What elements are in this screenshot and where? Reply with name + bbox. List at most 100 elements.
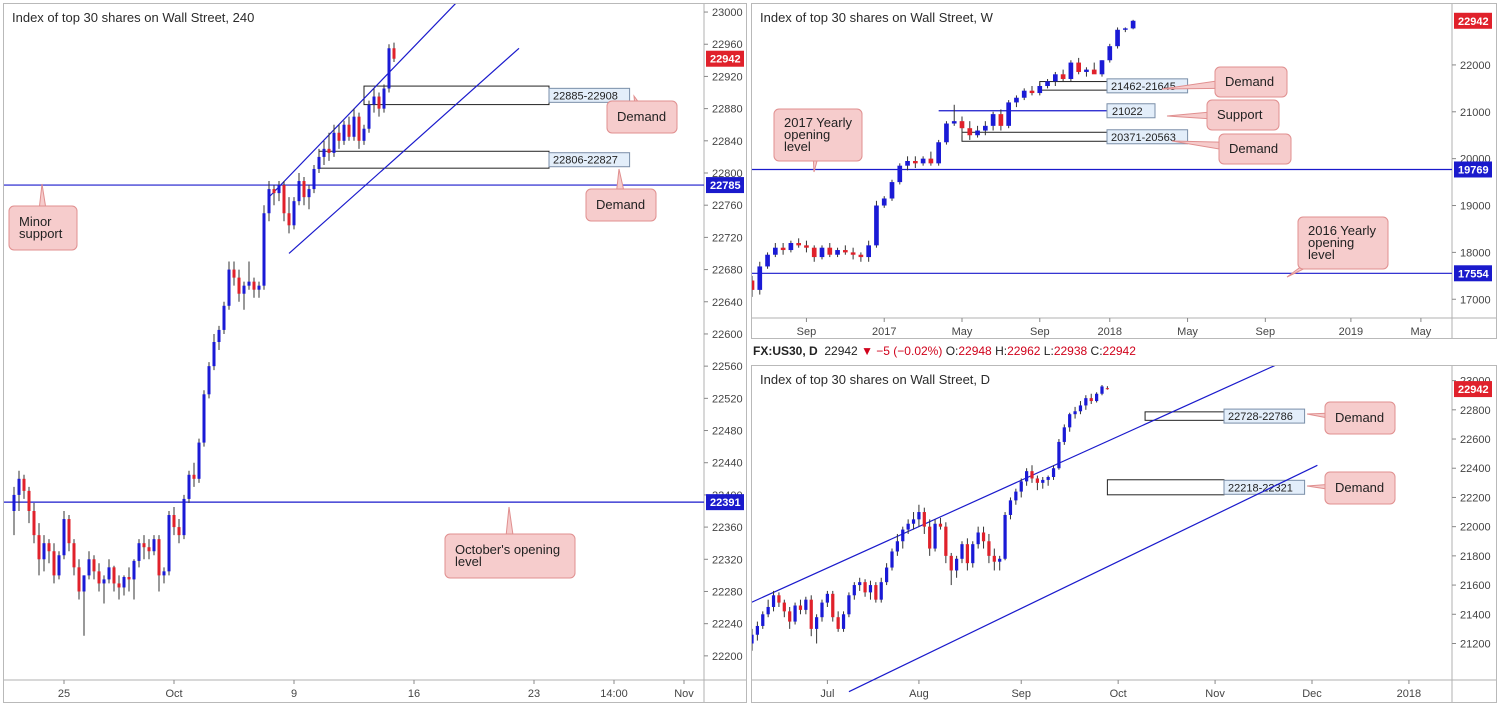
candle-body <box>905 161 910 166</box>
time-tick-label: Sep <box>1011 688 1031 700</box>
demand-zone <box>363 85 550 106</box>
level-price-tag: 19769 <box>1458 164 1489 176</box>
candle-body <box>825 593 829 603</box>
candle-body <box>62 519 66 556</box>
candle-body <box>1062 427 1066 442</box>
candle-body <box>132 560 136 580</box>
price-tick-label: 22800 <box>712 168 743 180</box>
candle-body <box>1006 102 1011 126</box>
candle-body <box>12 494 16 511</box>
candle-body <box>836 617 840 629</box>
candle-body <box>177 527 181 536</box>
candle-body <box>1089 398 1093 402</box>
h4-chart[interactable]: 23000 22960 22920 22880 22840 22800 22760 22720… <box>4 4 746 702</box>
weekly-chart-panel[interactable]: 22000 21000 20000 19000 18000 17000 Sep 2017 May… <box>751 3 1497 339</box>
callout-w-support-text: Support <box>1217 107 1263 122</box>
callout-d-demand-1: Demand <box>1306 401 1396 435</box>
candle-body <box>327 148 331 153</box>
last-price-tag: 22942 <box>710 54 741 66</box>
time-tick-label: Oct <box>1110 688 1127 700</box>
time-tick-label: 2019 <box>1339 326 1363 338</box>
candle-body <box>222 305 226 330</box>
price-tick-label: 22760 <box>712 200 743 212</box>
candle-body <box>1035 478 1039 483</box>
candle-body <box>804 245 809 248</box>
h4-chart-panel[interactable]: 23000 22960 22920 22880 22840 22800 22760 22720… <box>3 3 747 703</box>
time-tick-label: 9 <box>291 688 297 700</box>
candle-body <box>967 128 973 136</box>
candle-body <box>906 523 910 530</box>
channel-line <box>288 47 520 254</box>
candle-body <box>863 582 867 593</box>
candle-body <box>237 277 241 294</box>
callout-w-2017-open-text: opening <box>784 127 830 142</box>
level-price-tag-bg <box>1454 265 1492 282</box>
candle-body <box>944 123 949 143</box>
ticker-high: 22962 <box>1007 344 1041 358</box>
candle-body <box>765 254 770 267</box>
candle-body <box>965 544 969 564</box>
candle-body <box>392 48 396 59</box>
price-tick-label: 22840 <box>712 136 743 148</box>
candle-body <box>127 576 131 580</box>
callout-october-open-text: level <box>455 554 482 569</box>
candle-body <box>197 442 201 479</box>
candle-body <box>1107 46 1113 61</box>
candle-body <box>302 181 306 198</box>
candle-body <box>72 543 76 568</box>
candle-body <box>761 614 765 626</box>
candle-body <box>798 605 803 610</box>
candle-body <box>1060 74 1066 79</box>
candle-body <box>1014 97 1019 103</box>
candle-body <box>17 478 21 495</box>
daily-chart-panel[interactable]: 2300022800226002240022200220002180021600… <box>751 365 1497 703</box>
candle-body <box>879 582 883 600</box>
candle-body <box>212 342 216 367</box>
candle-body <box>1014 491 1018 501</box>
candle-body <box>267 189 271 214</box>
candle-body <box>262 213 266 286</box>
candle-body <box>1019 481 1023 492</box>
candle-body <box>112 567 116 584</box>
candle-body <box>933 523 937 549</box>
callout-october-open-box <box>444 533 576 579</box>
ticker-last: 22942 <box>824 344 858 358</box>
candle-body <box>955 558 959 571</box>
candle-body <box>57 555 61 576</box>
candle-body <box>247 281 251 286</box>
time-tick-label: 14:00 <box>600 688 628 700</box>
daily-chart[interactable]: 2300022800226002240022200220002180021600… <box>752 366 1496 702</box>
candle-body <box>1021 90 1027 98</box>
candle-body <box>777 595 781 603</box>
candle-body <box>976 532 980 545</box>
candle-body <box>796 243 801 246</box>
price-tick-label: 22600 <box>712 329 743 341</box>
price-tick-label: 22680 <box>712 265 743 277</box>
price-tick-label: 22920 <box>712 71 743 83</box>
candle-body <box>352 116 356 137</box>
level-price-tag-bg <box>1454 161 1492 178</box>
demand-zone-label-bg <box>1106 129 1189 145</box>
candle-body <box>1115 29 1120 47</box>
demand-zone <box>961 131 1108 142</box>
callout-demand-2: Demand <box>585 168 657 222</box>
candle-body <box>182 498 186 536</box>
candle-body <box>1105 388 1109 390</box>
time-tick-label: Sep <box>1256 326 1276 338</box>
callout-october-open-text: October's opening <box>455 542 560 557</box>
h4-chart-title: Index of top 30 shares on Wall Street, 2… <box>12 10 255 25</box>
callout-d-demand-2-box <box>1324 471 1396 505</box>
candle-body <box>1045 81 1050 87</box>
last-price-tag-bg <box>706 50 744 67</box>
candle-body <box>307 189 311 198</box>
candle-body <box>835 250 840 255</box>
price-tick-label: 17000 <box>1460 294 1491 306</box>
candle-body <box>858 582 862 586</box>
callout-w-demand-2-text: Demand <box>1229 141 1278 156</box>
level-price-tag: 22785 <box>710 180 741 192</box>
candle-body <box>167 515 171 572</box>
candle-body <box>187 474 191 499</box>
price-tick-label: 22440 <box>712 458 743 470</box>
